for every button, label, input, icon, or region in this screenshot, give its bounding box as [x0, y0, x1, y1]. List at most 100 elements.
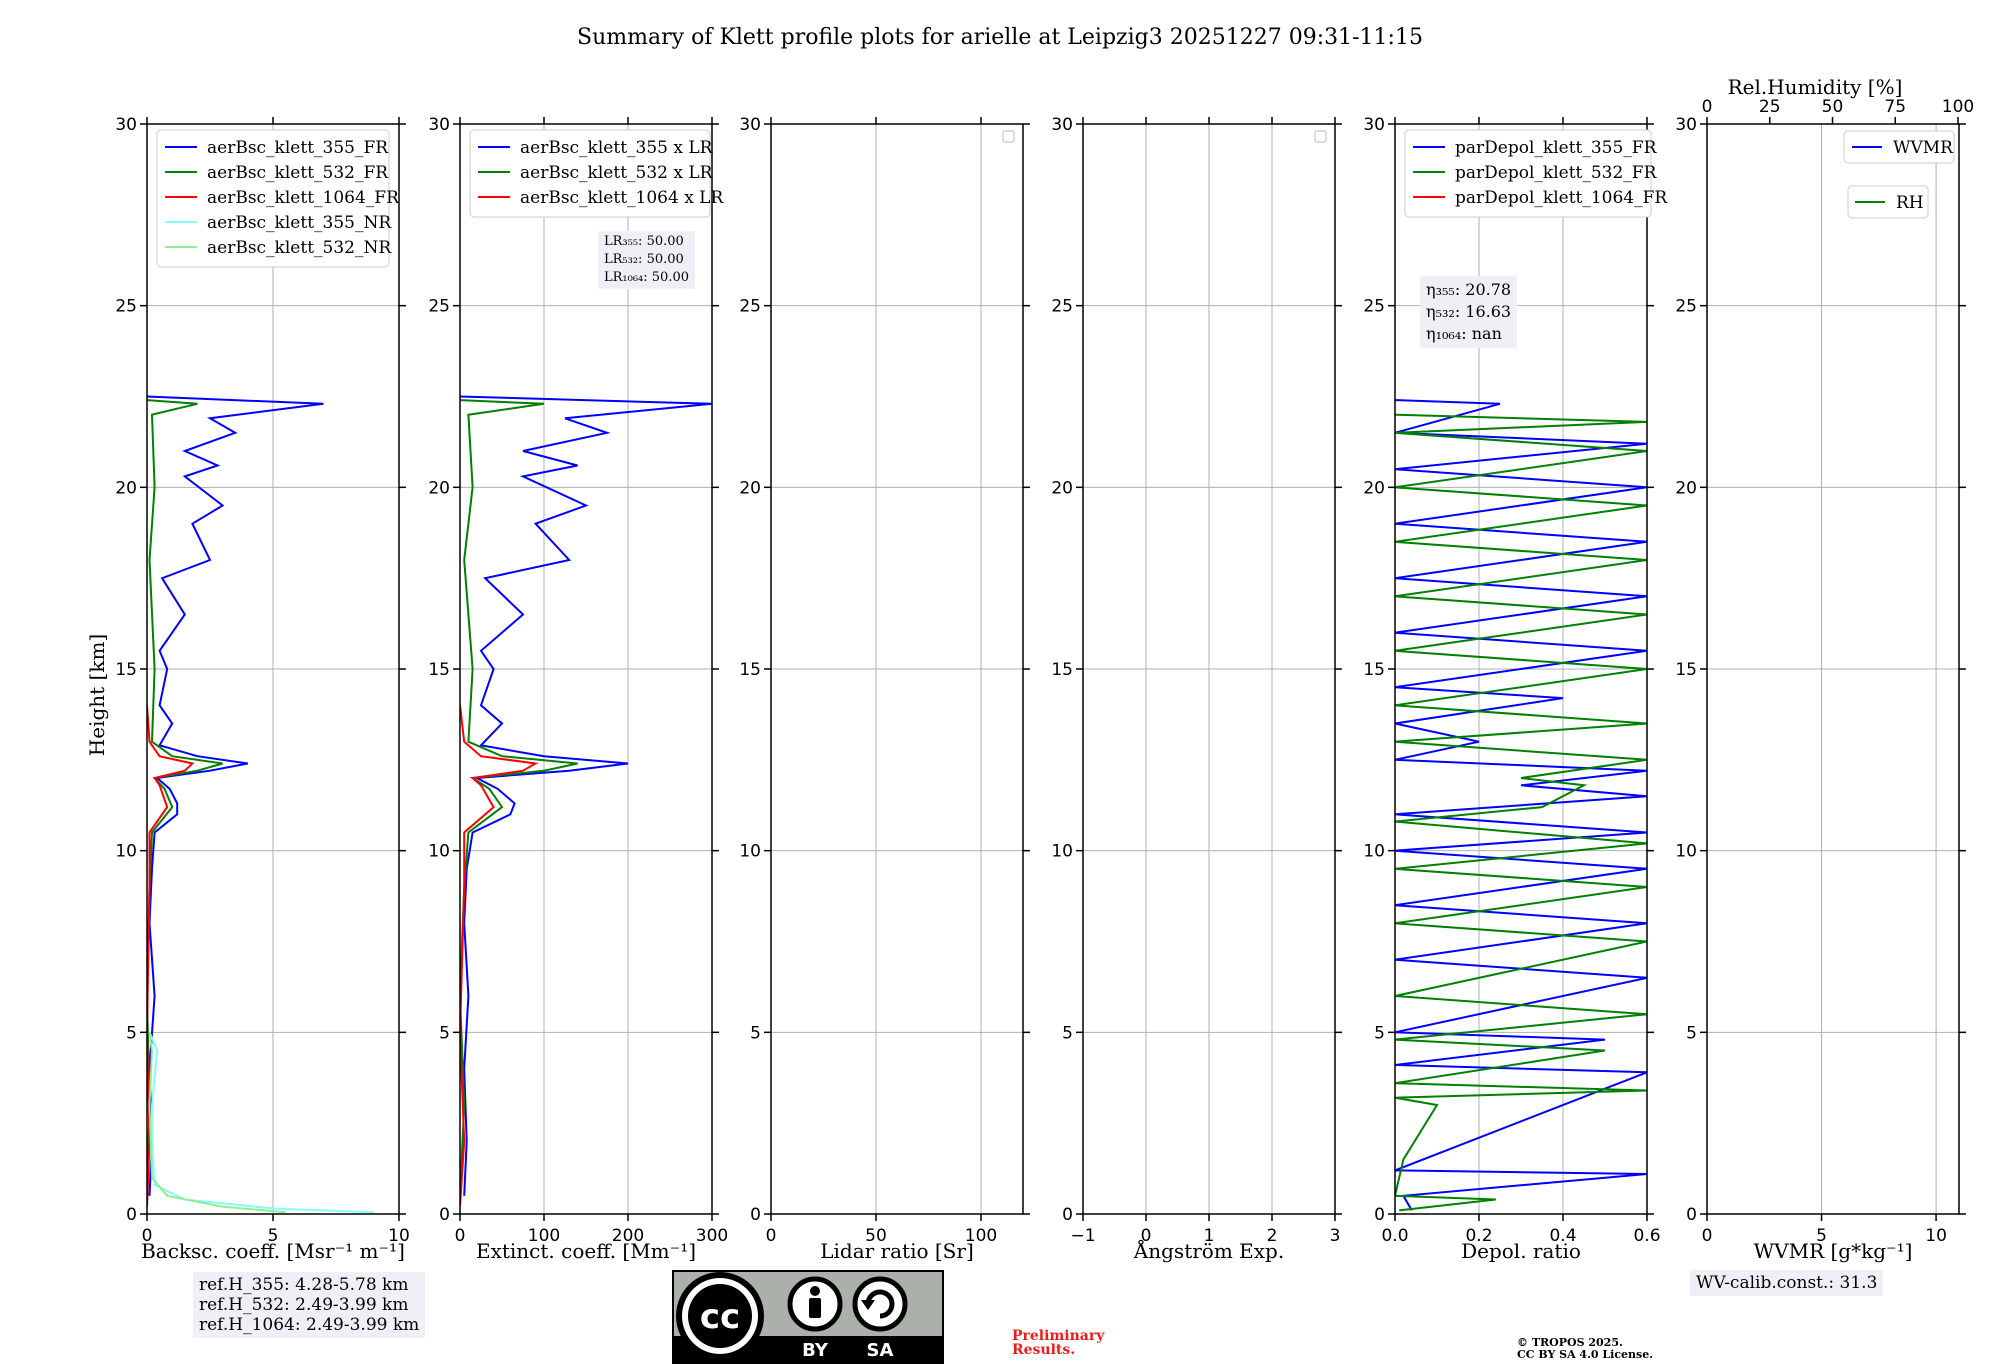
- y-tick-label: 15: [739, 660, 761, 680]
- preliminary-line-1: Preliminary: [1012, 1328, 1105, 1344]
- x-tick-label: 0.4: [1549, 1226, 1576, 1246]
- cc-icon: [688, 1284, 752, 1348]
- y-tick-label: 30: [115, 115, 137, 135]
- sa-share-icon: [852, 1276, 908, 1332]
- y-tick-label: 25: [1051, 297, 1073, 317]
- series-aerBsc_klett_532 x LR: [460, 399, 578, 1196]
- x-tick-label: 10: [388, 1226, 410, 1246]
- legend-rh: RH: [1847, 185, 1929, 219]
- legend-entry: parDepol_klett_355_FR: [1455, 138, 1658, 158]
- depol-annotation: η₃₅₅: 20.78 η₅₃₂: 16.63 η₁₀₆₄: nan: [1420, 276, 1518, 348]
- y-tick-label: 30: [1363, 115, 1385, 135]
- series-aerBsc_klett_355_NR: [148, 1031, 374, 1214]
- y-tick-label: 10: [428, 842, 450, 862]
- figure-title: Summary of Klett profile plots for ariel…: [577, 25, 1423, 50]
- y-tick-label: 15: [428, 660, 450, 680]
- x-axis-label: Depol. ratio: [1461, 1239, 1581, 1263]
- y-tick-label: 0: [1062, 1205, 1073, 1225]
- preliminary-note: Preliminary Results.: [1012, 1329, 1104, 1357]
- x-axis-label: WVMR [g*kg⁻¹]: [1754, 1239, 1913, 1263]
- ref-heights-box: ref.H_355: 4.28-5.78 km ref.H_532: 2.49-…: [193, 1272, 426, 1338]
- x-axis-label: Backsc. coeff. [Msr⁻¹ m⁻¹]: [141, 1239, 405, 1263]
- wv-calib-box: WV-calib.const.: 31.3: [1690, 1270, 1884, 1296]
- y-tick-label: 0: [750, 1205, 761, 1225]
- y-tick-label: 0: [126, 1205, 137, 1225]
- legend-entry: aerBsc_klett_532_FR: [207, 163, 389, 183]
- rh-tick-label: 75: [1884, 97, 1906, 117]
- legend-entry: aerBsc_klett_355_FR: [207, 138, 389, 158]
- y-tick-label: 5: [1686, 1023, 1697, 1043]
- y-tick-label: 0: [1374, 1205, 1385, 1225]
- legend-entry: parDepol_klett_1064_FR: [1455, 188, 1668, 208]
- legend-entry: aerBsc_klett_355_NR: [207, 213, 392, 233]
- legend-entry: aerBsc_klett_1064 x LR: [520, 188, 724, 208]
- x-tick-label: 200: [612, 1226, 644, 1246]
- series-aerBsc_klett_355_FR: [147, 395, 324, 1196]
- y-tick-label: 25: [739, 297, 761, 317]
- series-aerBsc_klett_532_FR: [147, 399, 223, 1196]
- y-tick-label: 30: [1051, 115, 1073, 135]
- y-tick-label: 30: [1675, 115, 1697, 135]
- x-axis-label: Ångström Exp.: [1133, 1238, 1284, 1263]
- y-tick-label: 20: [428, 478, 450, 498]
- panel-depol: 0 5 10 15 20 25 30 0.0 0.2 0.4 0.6 Depol. ratio parD…: [1363, 115, 1668, 1263]
- empty-legend: [1002, 130, 1015, 143]
- x-tick-label: 100: [528, 1226, 560, 1246]
- series-parDepol_klett_355_FR: [1395, 399, 1647, 1211]
- y-tick-label: 5: [1374, 1023, 1385, 1043]
- x-axis-label: Extinct. coeff. [Mm⁻¹]: [476, 1239, 696, 1263]
- x-tick-label: 50: [865, 1226, 887, 1246]
- series-aerBsc_klett_1064 x LR: [460, 705, 539, 1207]
- lr-1064: LR₁₀₆₄: 50.00: [604, 270, 689, 285]
- legend-entry: aerBsc_klett_532 x LR: [520, 163, 714, 183]
- ref-h-355: ref.H_355: 4.28-5.78 km: [199, 1275, 409, 1295]
- legend-entry: parDepol_klett_532_FR: [1455, 163, 1658, 183]
- legend: aerBsc_klett_355 x LR aerBsc_klett_532 x …: [469, 129, 724, 218]
- series-aerBsc_klett_355 x LR: [460, 395, 712, 1196]
- cc-license-badge: cc BY SA: [672, 1270, 944, 1364]
- y-tick-label: 5: [1062, 1023, 1073, 1043]
- ref-h-532: ref.H_532: 2.49-3.99 km: [199, 1295, 409, 1315]
- eta-1064: η₁₀₆₄: nan: [1426, 324, 1502, 343]
- x-tick-label: 10: [1925, 1226, 1947, 1246]
- eta-355: η₃₅₅: 20.78: [1426, 280, 1512, 299]
- x-tick-label: 3: [1330, 1226, 1341, 1246]
- y-tick-label: 0: [439, 1205, 450, 1225]
- y-tick-label: 15: [1051, 660, 1073, 680]
- svg-text:SA: SA: [867, 1340, 894, 1361]
- legend: aerBsc_klett_355_FR aerBsc_klett_532_FRae…: [156, 129, 400, 268]
- copyright-line-1: © TROPOS 2025.: [1517, 1336, 1623, 1349]
- lr-532: LR₅₃₂: 50.00: [604, 252, 684, 267]
- rh-tick-label: 25: [1759, 97, 1781, 117]
- y-tick-label: 5: [750, 1023, 761, 1043]
- legend-entry: aerBsc_klett_355 x LR: [520, 138, 714, 158]
- y-tick-label: 5: [126, 1023, 137, 1043]
- y-tick-label: 10: [739, 842, 761, 862]
- x-tick-label: 1: [1204, 1226, 1215, 1246]
- svg-text:BY: BY: [802, 1340, 829, 1361]
- svg-text:RH: RH: [1896, 193, 1924, 213]
- series-aerBsc_klett_1064_FR: [147, 705, 195, 1207]
- top-x-axis-label: Rel.Humidity [%]: [1728, 75, 1903, 99]
- y-tick-label: 25: [1675, 297, 1697, 317]
- y-tick-label: 15: [115, 660, 137, 680]
- y-tick-label: 10: [1051, 842, 1073, 862]
- y-axis-label: Height [km]: [85, 634, 109, 756]
- y-tick-label: 20: [739, 478, 761, 498]
- lr-355: LR₃₅₅: 50.00: [604, 234, 684, 249]
- legend: parDepol_klett_355_FR parDepol_klett_532_…: [1404, 129, 1668, 218]
- series-parDepol_klett_532_FR: [1395, 413, 1647, 1212]
- series-aerBsc_klett_532_NR: [148, 1032, 286, 1214]
- y-tick-label: 10: [1675, 842, 1697, 862]
- y-tick-label: 15: [1363, 660, 1385, 680]
- y-tick-label: 30: [739, 115, 761, 135]
- x-tick-label: −1: [1070, 1226, 1095, 1246]
- svg-text:cc: cc: [700, 1297, 740, 1337]
- y-tick-label: 15: [1675, 660, 1697, 680]
- y-tick-label: 20: [1675, 478, 1697, 498]
